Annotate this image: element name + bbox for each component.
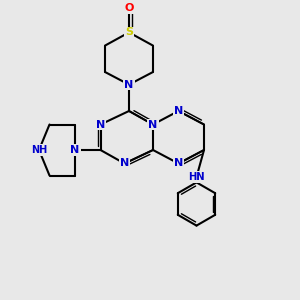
Text: HN: HN	[188, 172, 205, 182]
Text: N: N	[70, 145, 80, 155]
Text: N: N	[174, 106, 183, 116]
Text: N: N	[120, 158, 129, 169]
Text: O: O	[124, 3, 134, 14]
Text: N: N	[124, 80, 134, 90]
Text: NH: NH	[31, 145, 47, 155]
Text: S: S	[125, 27, 133, 38]
Text: N: N	[174, 158, 183, 169]
Text: N: N	[148, 119, 158, 130]
Text: N: N	[96, 119, 105, 130]
